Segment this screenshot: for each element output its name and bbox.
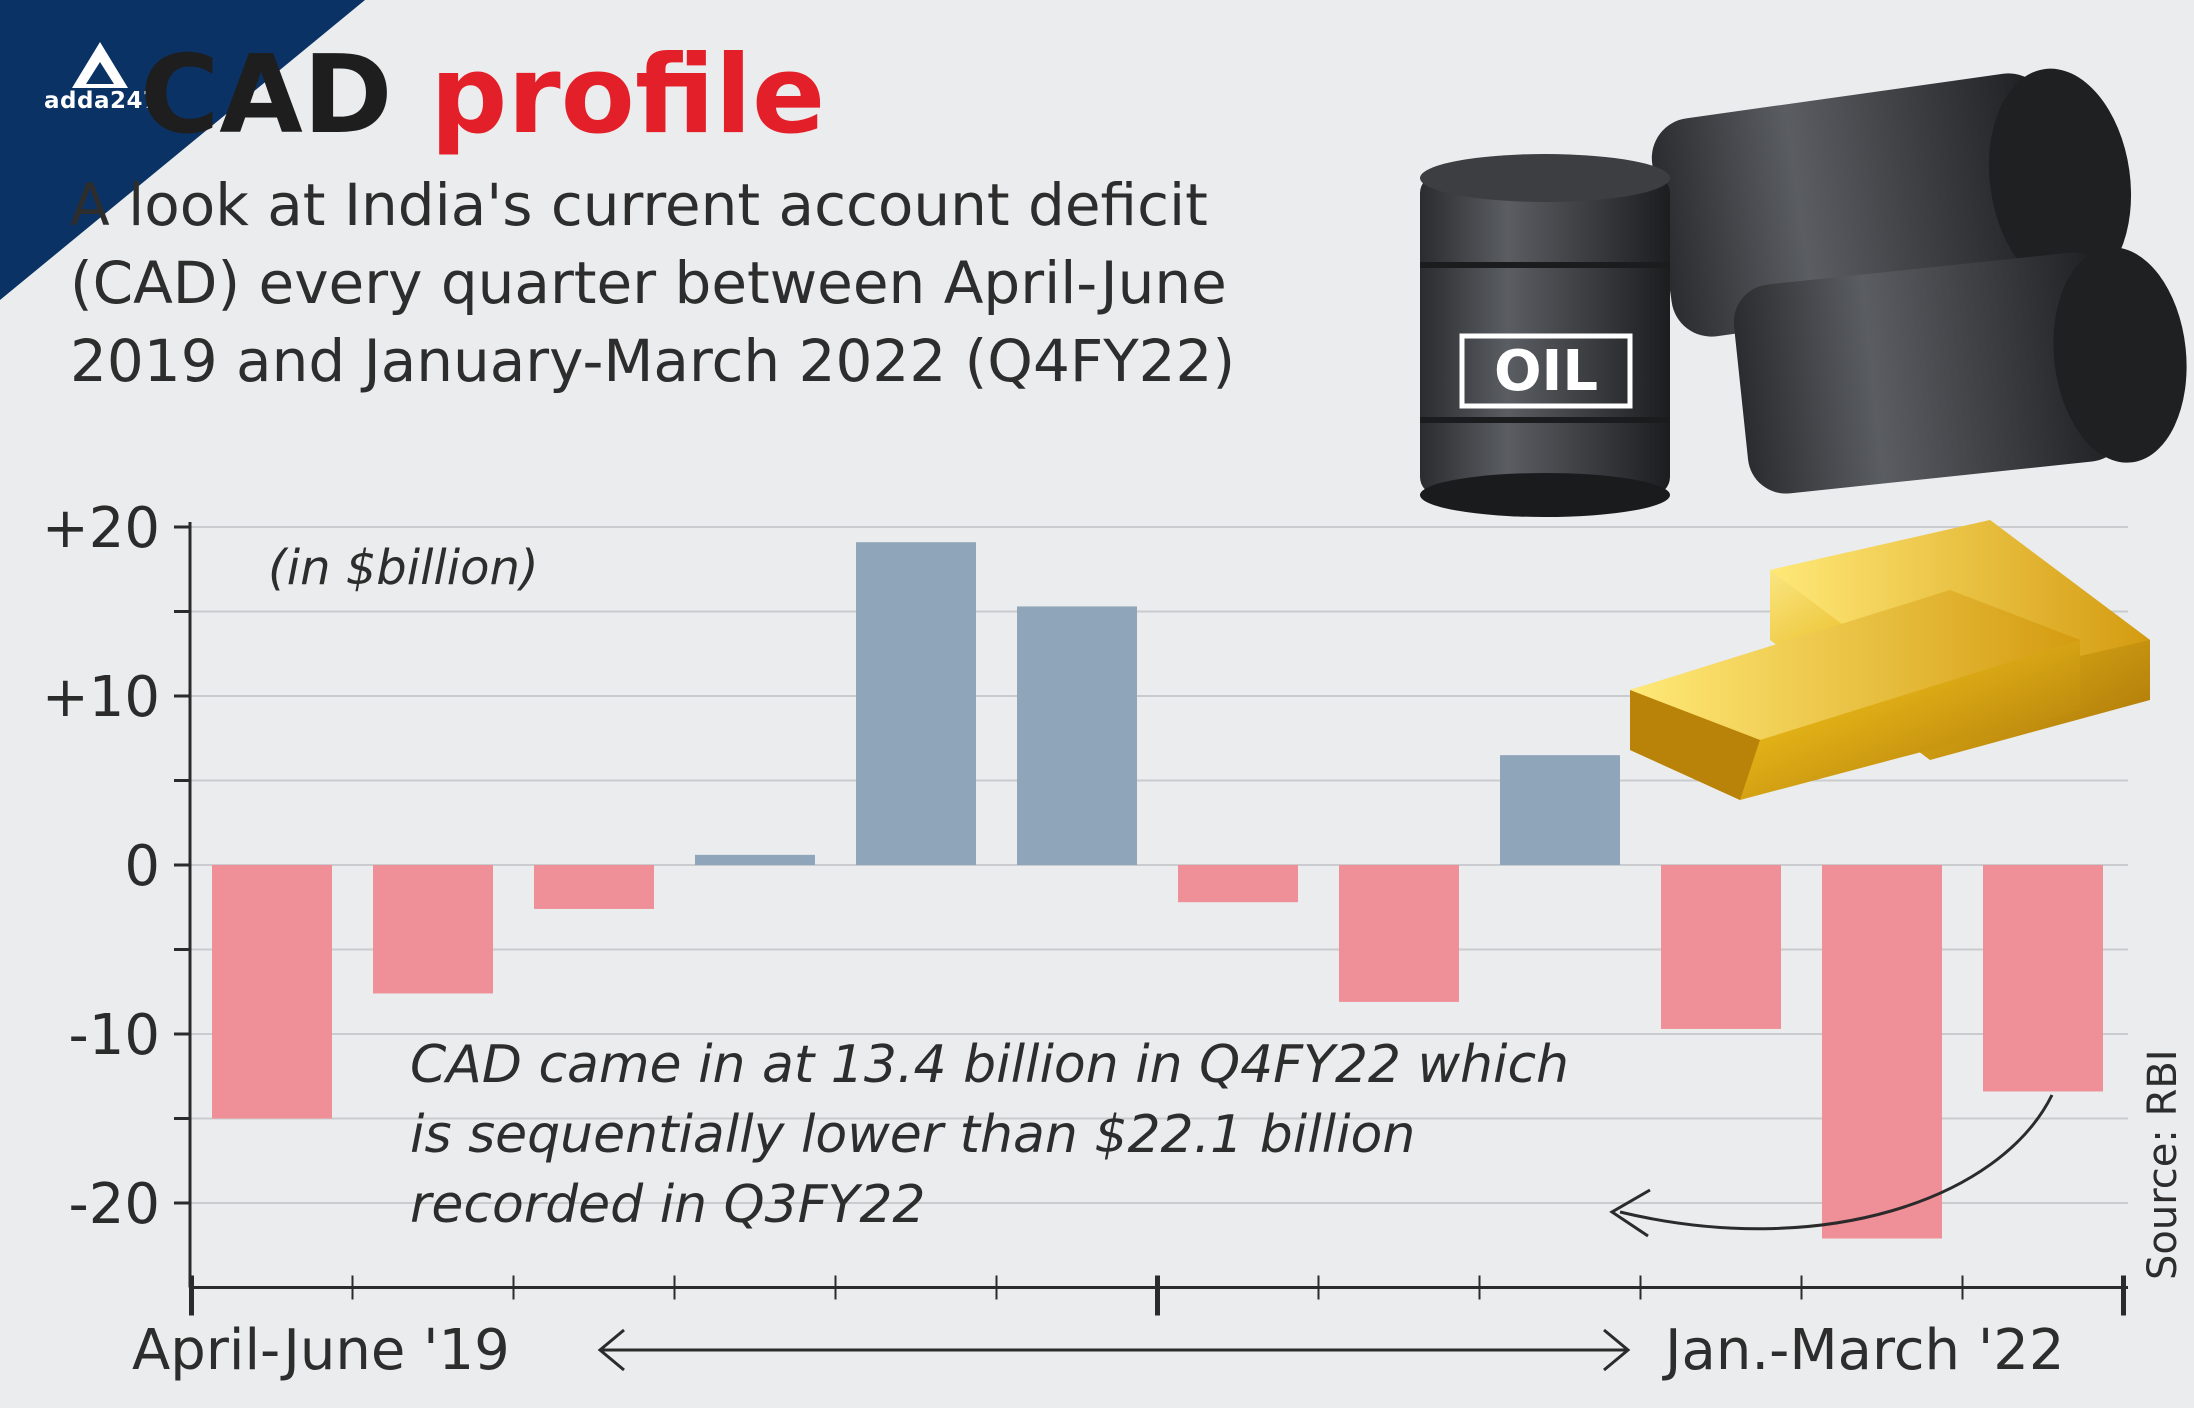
axes xyxy=(174,522,2128,1316)
chart-subtitle: A look at India's current account defici… xyxy=(70,171,1236,395)
x-start-label: April-June '19 xyxy=(132,1318,510,1383)
oil-barrel-standing: OIL xyxy=(1420,154,1670,517)
y-tick-label: -20 xyxy=(69,1172,160,1237)
source-label: Source: RBI xyxy=(2140,1049,2186,1280)
adda247-logo-icon xyxy=(72,42,128,88)
bar xyxy=(373,865,493,994)
range-arrow xyxy=(597,1328,1631,1372)
chart-annotation: CAD came in at 13.4 billion in Q4FY22 wh… xyxy=(410,1035,1570,1235)
bar xyxy=(534,865,654,909)
y-tick-label: 0 xyxy=(124,834,160,899)
oil-label: OIL xyxy=(1494,339,1598,404)
grid-lines xyxy=(190,526,2128,1204)
bar xyxy=(1017,606,1137,865)
bar xyxy=(1500,755,1620,865)
bar xyxy=(1178,865,1298,903)
bar xyxy=(856,542,976,865)
y-tick-label: +10 xyxy=(42,665,160,730)
bar xyxy=(695,854,815,865)
bar xyxy=(1339,865,1459,1002)
page-title: CAD profile xyxy=(140,42,825,150)
unit-label: (in $billion) xyxy=(268,540,539,596)
bar xyxy=(212,865,332,1119)
adda247-logo-badge xyxy=(0,0,365,300)
bar xyxy=(1983,865,2103,1092)
bars xyxy=(212,542,2103,1239)
gold-bars-illustration xyxy=(1630,520,2150,800)
y-tick-labels: +20 +10 0 -10 -20 xyxy=(42,496,160,1237)
x-end-label: Jan.-March '22 xyxy=(1665,1318,2065,1383)
bar xyxy=(1661,865,1781,1029)
oil-barrels-illustration: OIL xyxy=(1420,68,2187,517)
oil-barrel-front-right xyxy=(1733,247,2187,494)
annotation-arrow xyxy=(1609,1094,2054,1238)
title-profile: profile xyxy=(430,33,826,158)
y-tick-label: -10 xyxy=(69,1003,160,1068)
brand-name: adda247 xyxy=(44,88,160,114)
title-cad: CAD xyxy=(140,33,393,158)
y-tick-label: +20 xyxy=(42,496,160,561)
bar xyxy=(1822,865,1942,1239)
